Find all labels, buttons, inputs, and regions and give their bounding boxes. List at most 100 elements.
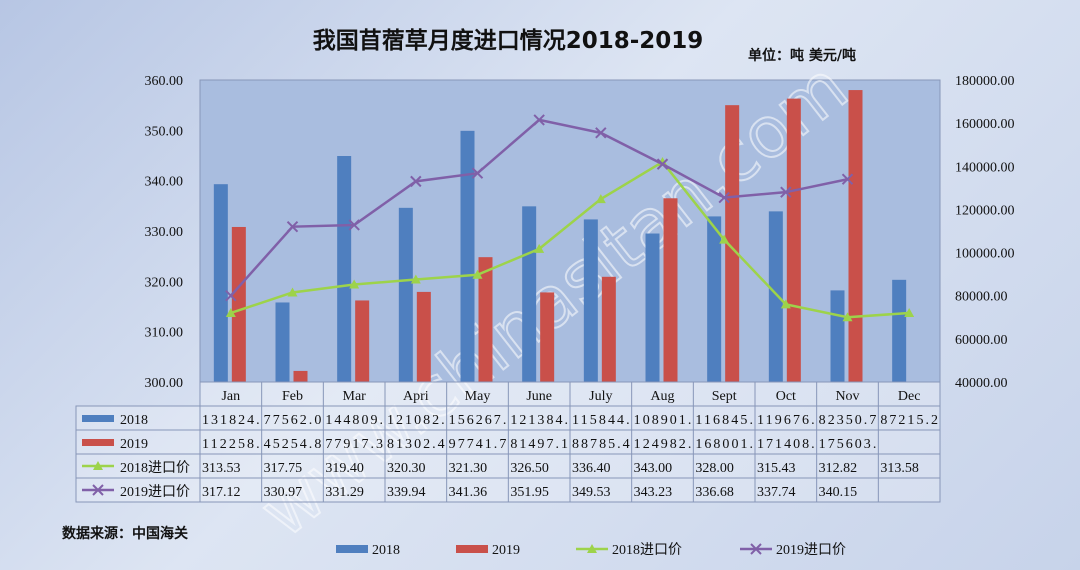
point-2018进口价 xyxy=(349,279,360,289)
table-cell: 326.50 xyxy=(510,461,549,476)
legend-marker xyxy=(750,543,762,555)
unit-label: 单位：吨 美元/吨 xyxy=(748,47,856,64)
bar-2018 xyxy=(522,206,537,382)
table-cell: 321.30 xyxy=(449,461,488,476)
bar-2018 xyxy=(583,219,598,382)
table-cell: 121082. xyxy=(387,413,445,428)
left-tick-label: 320.00 xyxy=(145,275,184,290)
legend-key-2018 xyxy=(336,545,368,553)
table-row-label: 2018 xyxy=(120,413,148,428)
bar-2018 xyxy=(398,207,413,382)
bar-2019 xyxy=(663,198,678,382)
point-2019进口价 xyxy=(656,158,669,170)
bar-2019 xyxy=(478,257,493,382)
table-cell: 108901. xyxy=(634,413,692,428)
table-cell: 313.58 xyxy=(880,461,919,476)
table-cell: 320.30 xyxy=(387,461,426,476)
category-label: July xyxy=(589,389,612,404)
table-cell: 124982. xyxy=(634,437,692,452)
table-cell: 171408. xyxy=(757,437,815,452)
right-tick-label: 80000.00 xyxy=(955,290,1008,305)
bar-series xyxy=(213,90,907,383)
table-cell: 330.97 xyxy=(264,485,303,500)
table-row-label: 2019进口价 xyxy=(120,484,190,500)
point-2019进口价 xyxy=(595,127,607,139)
left-tick-label: 330.00 xyxy=(145,225,184,240)
bar-2019 xyxy=(416,291,431,382)
table-cell: 349.53 xyxy=(572,485,611,500)
table-cell: 331.29 xyxy=(325,485,364,500)
legend-label: 2018进口价 xyxy=(612,542,682,558)
point-2019进口价 xyxy=(780,186,792,198)
table-cell: 312.82 xyxy=(819,461,858,476)
table-cell: 115844. xyxy=(572,413,630,428)
table-cell: 351.95 xyxy=(510,485,549,500)
bar-2018 xyxy=(213,184,228,382)
category-label: Oct xyxy=(776,389,796,404)
right-tick-label: 40000.00 xyxy=(955,376,1008,391)
table-cell: 319.40 xyxy=(325,461,364,476)
point-2018进口价 xyxy=(842,312,853,322)
table-key-marker xyxy=(92,484,104,496)
table-cell: 343.23 xyxy=(634,485,673,500)
point-2019进口价 xyxy=(471,167,484,179)
table-key-2019 xyxy=(82,439,114,446)
table-cell: 121384. xyxy=(510,413,568,428)
line-series xyxy=(225,114,915,322)
point-2019进口价 xyxy=(286,220,299,233)
table-cell: 156267. xyxy=(449,413,507,428)
category-label: Aug xyxy=(650,389,674,404)
right-tick-label: 60000.00 xyxy=(955,333,1008,348)
category-label: Feb xyxy=(282,389,303,404)
legend-label: 2019 xyxy=(492,543,520,558)
point-2019进口价 xyxy=(533,114,545,126)
table-cell: 339.94 xyxy=(387,485,426,500)
point-2019进口价 xyxy=(718,191,730,204)
point-2018进口价 xyxy=(904,307,915,317)
left-tick-label: 350.00 xyxy=(145,124,184,139)
bar-2018 xyxy=(337,156,352,382)
point-2019进口价 xyxy=(410,175,422,188)
table-cell: 119676. xyxy=(757,413,815,428)
category-label: Dec xyxy=(898,389,921,404)
table-cell: 328.00 xyxy=(695,461,734,476)
point-2018进口价 xyxy=(287,287,298,297)
bar-2018 xyxy=(460,130,475,382)
source-label: 数据来源：中国海关 xyxy=(62,525,188,542)
bar-2018 xyxy=(645,233,660,382)
right-axis: 40000.00 60000.00 80000.00 100000.00 120000.… xyxy=(955,74,1015,391)
bar-2018 xyxy=(768,211,783,382)
table-cell: 336.40 xyxy=(572,461,611,476)
point-2018进口价 xyxy=(780,299,791,309)
left-tick-label: 360.00 xyxy=(145,74,184,89)
table-cell: 343.00 xyxy=(634,461,673,476)
category-label: Jan xyxy=(221,389,240,404)
point-2019进口价 xyxy=(841,173,854,185)
bar-2019 xyxy=(725,105,740,383)
point-2019进口价 xyxy=(225,290,237,302)
right-tick-label: 140000.00 xyxy=(955,160,1015,175)
table-cell: 116845. xyxy=(695,413,753,428)
chart-title: 我国苜蓿草月度进口情况2018-2019 xyxy=(313,27,704,54)
table-cell: 336.68 xyxy=(695,485,734,500)
table-cell: 341.36 xyxy=(449,485,488,500)
bar-2019 xyxy=(231,226,246,382)
bar-2019 xyxy=(601,276,616,382)
bar-2019 xyxy=(540,292,555,382)
right-tick-label: 100000.00 xyxy=(955,247,1015,262)
bar-2018 xyxy=(830,290,845,382)
category-label: Sept xyxy=(712,389,737,404)
left-axis: 300.00 310.00 320.00 330.00 340.00 350.00 360.… xyxy=(145,74,184,391)
bar-2019 xyxy=(848,90,863,383)
line-2018进口价 xyxy=(230,160,910,319)
left-tick-label: 340.00 xyxy=(145,175,184,190)
bar-2018 xyxy=(275,302,290,382)
right-tick-label: 160000.00 xyxy=(955,117,1015,132)
table-cell: 315.43 xyxy=(757,461,796,476)
table-key-2018 xyxy=(82,415,114,422)
category-label: May xyxy=(465,389,491,404)
category-label: June xyxy=(526,389,552,404)
left-tick-label: 310.00 xyxy=(145,326,184,341)
legend-key-2019 xyxy=(456,545,488,553)
